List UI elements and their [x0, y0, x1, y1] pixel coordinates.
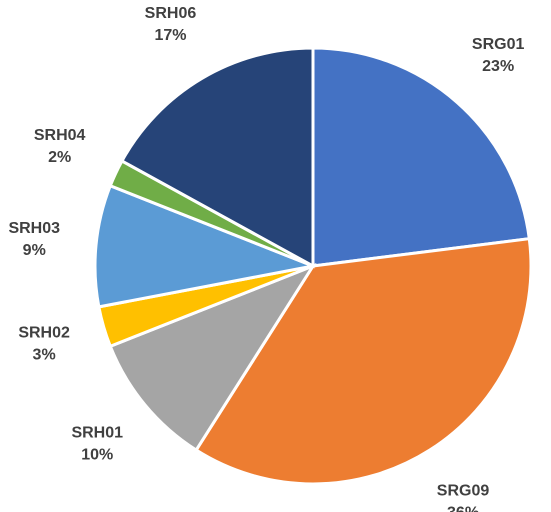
- slice-label-name: SRH01: [71, 425, 123, 442]
- pie-slice: [108, 262, 317, 453]
- slice-label-name: SRG09: [437, 483, 490, 500]
- slice-label-value: 36%: [447, 505, 479, 512]
- pie-slice: [93, 183, 319, 309]
- slice-label-value: 17%: [154, 27, 186, 44]
- pie-slice: [119, 46, 315, 269]
- pie-slice: [311, 46, 531, 268]
- slice-label-value: 23%: [482, 58, 514, 75]
- slice-label-name: SRG01: [472, 36, 525, 53]
- slice-label-value: 3%: [33, 346, 56, 363]
- slice-label-name: SRH03: [8, 220, 60, 237]
- pie-slice: [194, 237, 533, 486]
- slice-label-value: 9%: [23, 242, 46, 259]
- slice-label-name: SRH04: [34, 127, 86, 144]
- slice-label-name: SRH06: [145, 5, 197, 22]
- slice-label-value: 10%: [81, 447, 113, 464]
- slice-label-value: 2%: [48, 149, 71, 166]
- slice-label-name: SRH02: [18, 324, 70, 341]
